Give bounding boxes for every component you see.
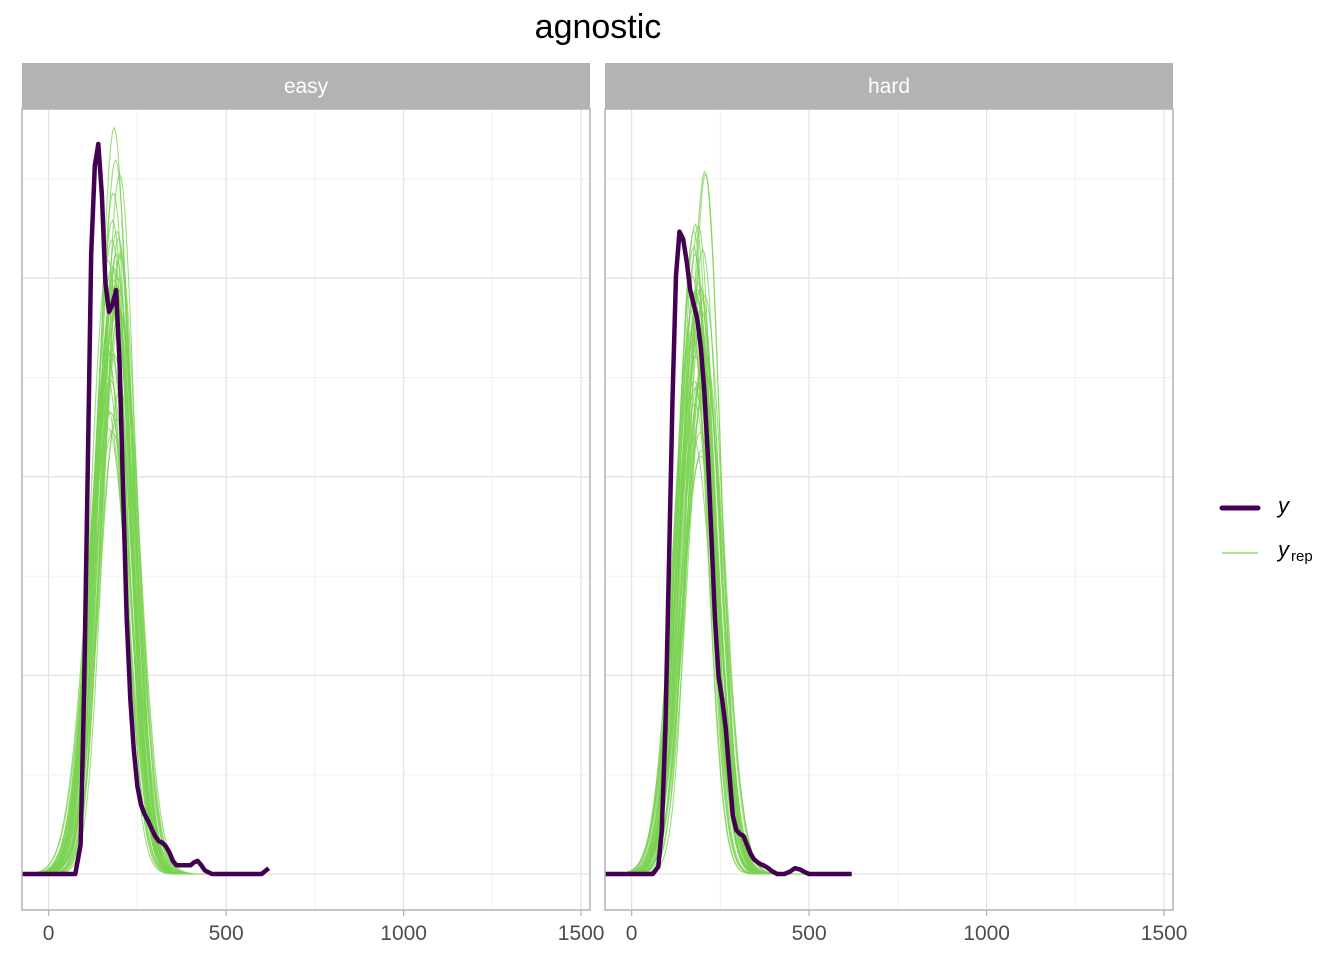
x-axis-easy: 0 500 1000 1500 bbox=[43, 910, 605, 945]
facet-panel-hard: hard 0 500 1000 1500 bbox=[604, 63, 1188, 945]
x-tick-label: 1500 bbox=[558, 922, 605, 945]
facet-panel-easy: easy 0 500 1000 1500 bbox=[21, 63, 605, 945]
facet-strip-hard bbox=[605, 63, 1173, 109]
legend-label-yrep-sub: rep bbox=[1291, 548, 1313, 565]
x-tick-label: 1500 bbox=[1141, 922, 1188, 945]
x-axis-hard: 0 500 1000 1500 bbox=[626, 910, 1188, 945]
legend-label-y: y bbox=[1276, 493, 1291, 518]
panel-border-easy bbox=[21, 108, 591, 911]
facet-label-easy: easy bbox=[284, 75, 329, 98]
facet-label-hard: hard bbox=[868, 75, 910, 98]
x-tick-label: 500 bbox=[792, 922, 827, 945]
legend: y y rep bbox=[1219, 493, 1313, 565]
y-series-hard bbox=[605, 229, 852, 877]
panel-border-hard bbox=[604, 108, 1174, 911]
facet-strip-easy bbox=[22, 63, 590, 109]
x-tick-label: 0 bbox=[626, 922, 638, 945]
gridlines-easy bbox=[22, 109, 590, 910]
legend-label-yrep: y bbox=[1276, 537, 1291, 562]
chart-title: agnostic bbox=[534, 8, 662, 46]
x-tick-label: 0 bbox=[43, 922, 55, 945]
x-tick-label: 1000 bbox=[963, 922, 1010, 945]
x-tick-label: 500 bbox=[209, 922, 244, 945]
x-tick-label: 1000 bbox=[380, 922, 427, 945]
y-series-easy bbox=[22, 141, 271, 877]
